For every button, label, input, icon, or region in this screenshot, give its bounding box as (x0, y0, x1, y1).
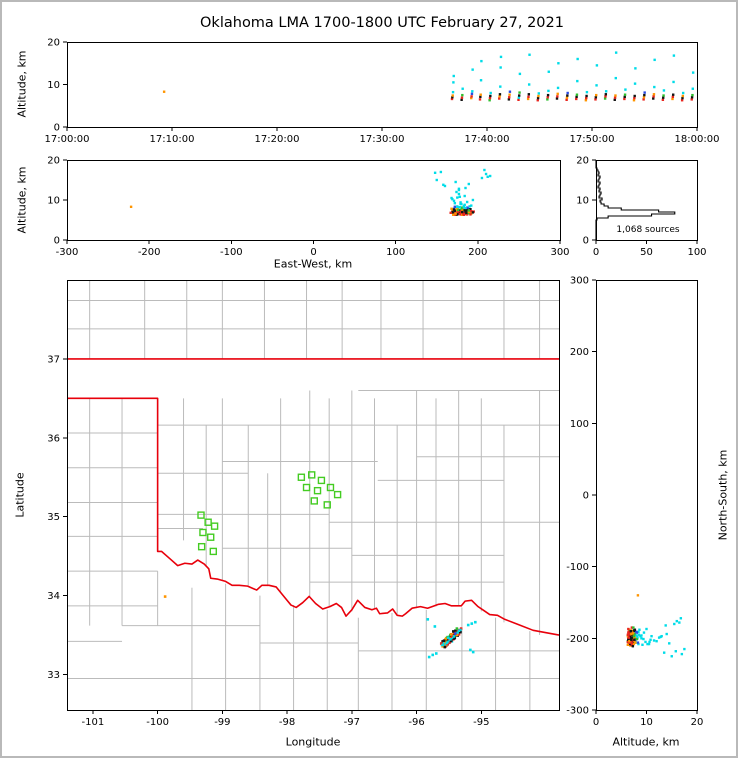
lma-station-marker (333, 490, 342, 499)
svg-text:18:00:00: 18:00:00 (675, 134, 720, 145)
time-height-source-points (162, 51, 695, 102)
svg-text:17:40:00: 17:40:00 (465, 134, 510, 145)
svg-text:10: 10 (576, 196, 589, 207)
svg-text:10: 10 (47, 196, 60, 207)
svg-text:20: 20 (576, 156, 589, 167)
svg-text:0: 0 (54, 236, 60, 247)
svg-text:37: 37 (47, 354, 60, 365)
lma-station-marker (302, 483, 311, 492)
ew-height-panel: -300 -200 -100 0 100 200 300 0 10 20 (47, 156, 569, 259)
svg-text:-101: -101 (82, 717, 105, 728)
svg-text:100: 100 (386, 247, 405, 258)
svg-text:34: 34 (47, 591, 60, 602)
svg-text:-100: -100 (220, 247, 243, 258)
altitude-histogram-panel: 0 50 100 0 10 20 (576, 156, 706, 259)
lma-station-marker (323, 501, 331, 509)
svg-text:300: 300 (550, 247, 569, 258)
svg-text:17:10:00: 17:10:00 (150, 134, 195, 145)
lma-station-marker (207, 533, 215, 541)
lma-station-marker (197, 511, 205, 519)
svg-text:20: 20 (691, 717, 704, 728)
lma-station-marker (197, 542, 206, 551)
svg-text:0: 0 (583, 236, 589, 247)
ns-height-ylabel: North-South, km (716, 449, 730, 541)
ew-height-xlabel: East-West, km (273, 257, 353, 271)
ew-height-ylabel: Altitude, km (15, 166, 29, 234)
map-ylabel: Latitude (13, 472, 27, 518)
time-height-panel: 17:00:00 17:10:00 17:20:00 17:30:00 17:40:00… (45, 38, 720, 146)
lma-station-marker (297, 473, 306, 481)
svg-text:-300: -300 (566, 706, 589, 717)
svg-text:-95: -95 (473, 717, 489, 728)
ns-height-panel: 0 10 20 -300 -200 -100 0 100 200 300 (566, 276, 703, 729)
lma-station-marker (204, 518, 212, 526)
svg-text:17:20:00: 17:20:00 (255, 134, 300, 145)
svg-text:-200: -200 (138, 247, 161, 258)
svg-text:20: 20 (47, 156, 60, 167)
lma-station-marker (210, 522, 219, 530)
lma-station-marker (313, 486, 322, 495)
svg-text:0: 0 (583, 491, 589, 502)
svg-text:-100: -100 (566, 562, 589, 573)
svg-text:-200: -200 (566, 634, 589, 645)
svg-text:200: 200 (570, 347, 589, 358)
svg-text:0: 0 (310, 247, 316, 258)
svg-text:-97: -97 (344, 717, 360, 728)
figure-title: Oklahoma LMA 1700-1800 UTC February 27, … (200, 15, 564, 31)
lma-station-marker (317, 476, 326, 485)
svg-text:100: 100 (687, 247, 706, 258)
svg-text:200: 200 (468, 247, 487, 258)
svg-text:17:30:00: 17:30:00 (360, 134, 405, 145)
svg-text:100: 100 (570, 419, 589, 430)
svg-text:-99: -99 (214, 717, 230, 728)
map-panel: -101 -100 -99 -98 -97 -96 -95 33 34 35 36 37 (47, 280, 560, 728)
svg-text:10: 10 (47, 80, 60, 91)
svg-text:10: 10 (640, 717, 653, 728)
svg-text:-300: -300 (56, 247, 79, 258)
ns-height-xlabel: Altitude, km (612, 735, 680, 749)
state-boundary (67, 358, 560, 636)
svg-text:-96: -96 (408, 717, 424, 728)
svg-text:35: 35 (47, 512, 60, 523)
altitude-histogram-line (595, 160, 676, 240)
svg-text:17:00:00: 17:00:00 (45, 134, 90, 145)
lma-station-marker (326, 483, 335, 492)
svg-text:33: 33 (47, 670, 60, 681)
lma-station-marker (209, 547, 218, 556)
time-height-ylabel: Altitude, km (15, 50, 29, 118)
ew-height-source-points (129, 168, 492, 216)
svg-text:0: 0 (593, 717, 599, 728)
svg-text:36: 36 (47, 433, 60, 444)
lma-station-marker (199, 528, 207, 537)
svg-text:0: 0 (593, 247, 599, 258)
map-source-points (163, 595, 477, 659)
map-xlabel: Longitude (285, 735, 341, 749)
lma-station-marker (308, 471, 316, 479)
svg-text:0: 0 (54, 123, 60, 134)
lma-station-marker (310, 497, 318, 505)
ns-height-source-points (626, 594, 686, 658)
lma-station-markers (197, 471, 342, 556)
sources-count-label: 1,068 sources (616, 225, 680, 235)
svg-text:20: 20 (47, 38, 60, 49)
svg-text:-98: -98 (279, 717, 295, 728)
svg-text:300: 300 (570, 276, 589, 287)
county-boundaries (67, 280, 559, 710)
svg-text:17:50:00: 17:50:00 (570, 134, 615, 145)
svg-text:50: 50 (640, 247, 653, 258)
svg-text:-100: -100 (146, 717, 169, 728)
